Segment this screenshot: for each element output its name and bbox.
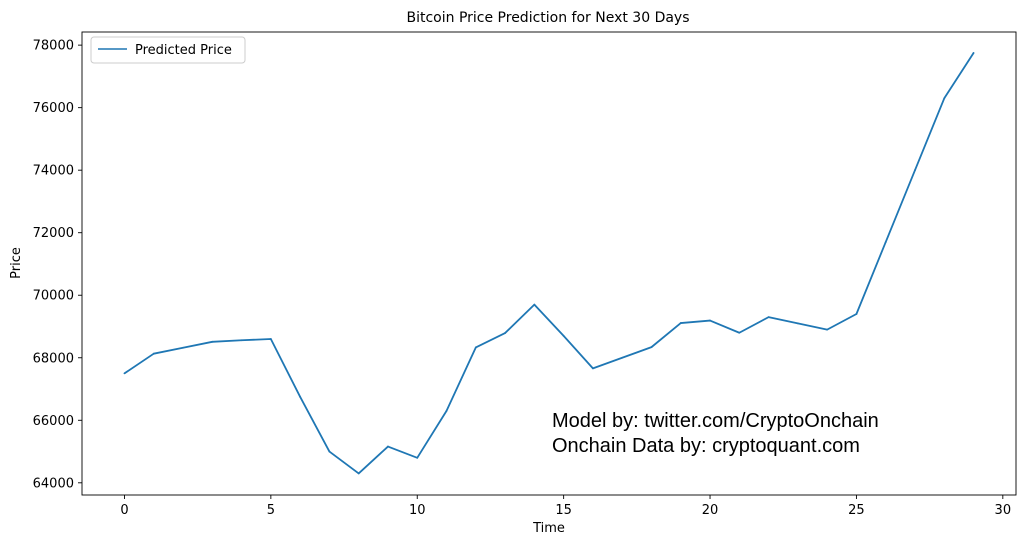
x-tick-label: 5	[267, 503, 275, 518]
y-tick-label: 68000	[33, 351, 74, 366]
data-point	[650, 346, 653, 349]
annotation-data-source: Onchain Data by: cryptoquant.com	[552, 435, 860, 457]
data-point	[943, 97, 946, 100]
data-point	[855, 313, 858, 315]
data-point	[416, 456, 419, 459]
annotation-model: Model by: twitter.com/CryptoOnchain	[552, 410, 879, 432]
legend-frame	[90, 36, 246, 64]
y-tick-label: 64000	[33, 476, 74, 491]
y-tick-label: 74000	[33, 164, 74, 179]
data-point	[474, 346, 477, 349]
x-tick-label: 20	[702, 503, 719, 518]
x-axis: 0 5 10 15 20 25 30	[120, 495, 1011, 518]
plot-area	[123, 52, 975, 475]
data-point	[709, 319, 711, 322]
data-point	[357, 472, 360, 475]
data-point	[679, 322, 682, 324]
data-point	[826, 328, 829, 331]
y-tick-label: 70000	[33, 289, 74, 304]
data-point	[211, 340, 214, 343]
data-point	[972, 52, 975, 54]
plot-frame	[81, 31, 1017, 496]
data-point	[562, 334, 565, 337]
x-axis-label: Time	[532, 521, 565, 536]
data-point	[328, 450, 331, 453]
x-tick-label: 30	[995, 503, 1012, 518]
data-point	[592, 367, 594, 370]
data-point	[796, 322, 799, 325]
data-point	[152, 352, 155, 355]
x-tick-label: 25	[848, 503, 865, 518]
data-point	[299, 395, 302, 398]
data-point	[621, 356, 624, 359]
data-point	[738, 331, 741, 334]
legend: Predicted Price	[90, 36, 246, 64]
data-point	[240, 339, 243, 342]
legend-label-predicted-price: Predicted Price	[135, 43, 232, 58]
y-tick-label: 76000	[33, 101, 74, 116]
x-tick-label: 10	[409, 503, 426, 518]
data-point	[269, 338, 272, 340]
data-point	[884, 241, 887, 243]
data-point	[123, 372, 126, 375]
y-axis: 64000 66000 68000 70000 72000 74000 76000 78000	[33, 39, 82, 491]
data-point	[767, 316, 770, 319]
data-point	[533, 303, 536, 306]
y-axis-label: Price	[9, 247, 24, 279]
data-point	[914, 169, 916, 172]
data-point	[445, 410, 448, 412]
chart-title: Bitcoin Price Prediction for Next 30 Day…	[406, 10, 689, 26]
x-tick-label: 15	[555, 503, 572, 518]
series-line-0	[123, 52, 975, 475]
data-point	[182, 346, 184, 349]
y-tick-label: 78000	[33, 39, 74, 54]
data-point	[387, 445, 389, 448]
y-tick-label: 66000	[33, 414, 74, 429]
y-tick-label: 72000	[33, 226, 74, 241]
x-tick-label: 0	[120, 503, 128, 518]
data-point	[504, 332, 506, 334]
